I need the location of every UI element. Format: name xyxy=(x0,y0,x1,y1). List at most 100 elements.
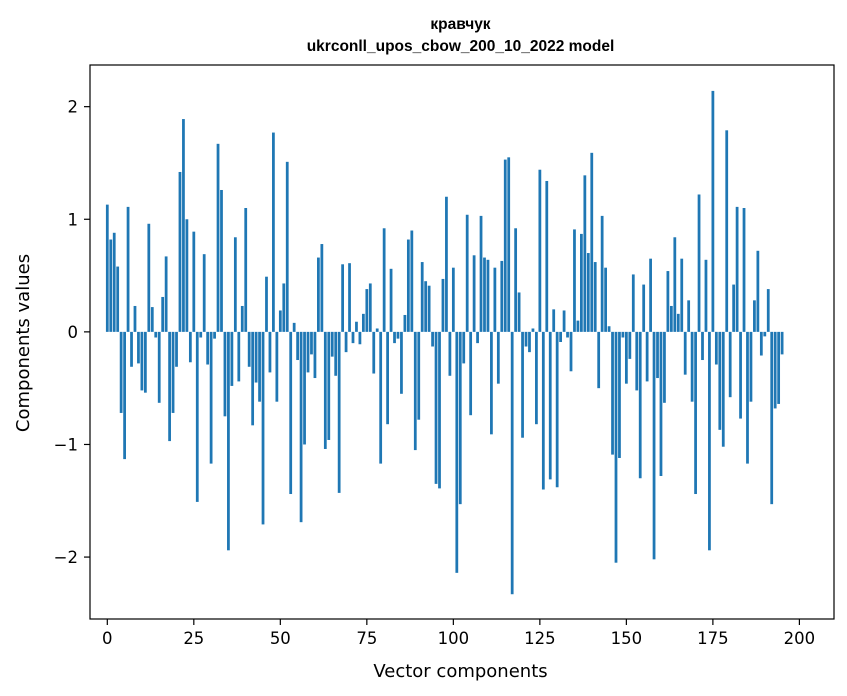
bar xyxy=(673,237,677,332)
bar xyxy=(732,284,736,332)
y-tick-label: 0 xyxy=(68,323,79,342)
bar xyxy=(161,296,165,332)
bar xyxy=(434,331,438,484)
bar xyxy=(510,331,514,595)
bar xyxy=(195,331,199,502)
bar xyxy=(306,331,310,373)
bar xyxy=(240,305,244,332)
bar xyxy=(583,175,587,332)
bar xyxy=(420,262,424,332)
bar xyxy=(624,331,628,384)
bar xyxy=(649,258,652,332)
bar xyxy=(545,180,549,332)
bar xyxy=(631,274,635,332)
bar xyxy=(137,331,140,364)
bar xyxy=(694,331,697,495)
bar xyxy=(233,237,237,332)
bar xyxy=(541,331,545,490)
chart-subtitle: ukrconll_upos_cbow_200_10_2022 model xyxy=(307,38,615,55)
bar xyxy=(756,250,760,332)
bar xyxy=(690,331,694,402)
y-axis-ticks: −2 −1 0 1 2 xyxy=(54,98,90,567)
x-tick-label: 25 xyxy=(183,629,204,648)
bar xyxy=(462,331,466,364)
bar xyxy=(278,310,282,332)
bar xyxy=(289,331,293,495)
bar xyxy=(770,331,774,505)
bar xyxy=(223,331,227,417)
bar xyxy=(500,260,504,332)
bar xyxy=(766,289,770,332)
bar xyxy=(178,171,182,332)
bar xyxy=(441,278,445,332)
bar xyxy=(247,331,251,367)
y-tick-label: −1 xyxy=(54,435,78,454)
bar xyxy=(323,331,327,449)
bar xyxy=(528,331,531,353)
bar xyxy=(400,331,403,394)
bar xyxy=(742,208,746,332)
bar xyxy=(126,206,130,332)
x-tick-label: 125 xyxy=(524,629,556,648)
y-tick-label: −2 xyxy=(54,548,78,567)
bar xyxy=(496,331,500,384)
bar xyxy=(372,331,376,374)
bar xyxy=(168,331,171,442)
bar xyxy=(753,300,756,332)
bar xyxy=(254,331,258,383)
bar xyxy=(573,229,576,332)
bar xyxy=(282,283,286,332)
bar xyxy=(687,300,691,332)
bar xyxy=(451,267,455,332)
bar xyxy=(427,285,431,332)
bar xyxy=(538,169,542,332)
bar xyxy=(604,267,607,332)
bar xyxy=(683,331,687,375)
bar xyxy=(656,331,659,379)
bar xyxy=(320,244,324,332)
bar xyxy=(666,271,670,332)
bar xyxy=(396,331,400,339)
bar xyxy=(389,268,393,332)
bar xyxy=(382,228,386,332)
bar xyxy=(417,331,421,420)
bar xyxy=(424,281,428,332)
bar xyxy=(188,331,192,363)
bar xyxy=(379,331,383,464)
bar xyxy=(119,331,123,413)
bar xyxy=(393,331,396,344)
bar xyxy=(182,119,185,332)
bar xyxy=(368,283,372,332)
bars-group xyxy=(105,90,784,595)
bar xyxy=(272,132,275,332)
bar xyxy=(490,331,493,435)
bar xyxy=(327,331,331,440)
x-axis-label: Vector components xyxy=(373,661,547,682)
bar xyxy=(185,219,189,332)
bar xyxy=(718,331,722,430)
bar xyxy=(638,331,642,479)
bar xyxy=(514,228,518,332)
bar xyxy=(763,331,767,337)
bar xyxy=(593,262,597,332)
bar xyxy=(330,331,334,357)
plot-frame xyxy=(89,64,835,620)
bar xyxy=(697,194,701,332)
bar xyxy=(614,331,618,563)
bar xyxy=(600,215,604,332)
bar xyxy=(659,331,663,476)
bar xyxy=(317,257,320,332)
bar xyxy=(261,331,265,525)
bar xyxy=(157,331,161,403)
bar xyxy=(303,331,306,445)
bar xyxy=(147,223,151,332)
bar xyxy=(714,331,718,365)
bar xyxy=(486,259,490,332)
bar xyxy=(569,331,573,372)
bar xyxy=(130,331,133,367)
bar xyxy=(708,331,711,551)
bar xyxy=(472,255,476,332)
bar xyxy=(739,331,742,419)
bar xyxy=(548,331,552,480)
bar xyxy=(576,320,580,332)
